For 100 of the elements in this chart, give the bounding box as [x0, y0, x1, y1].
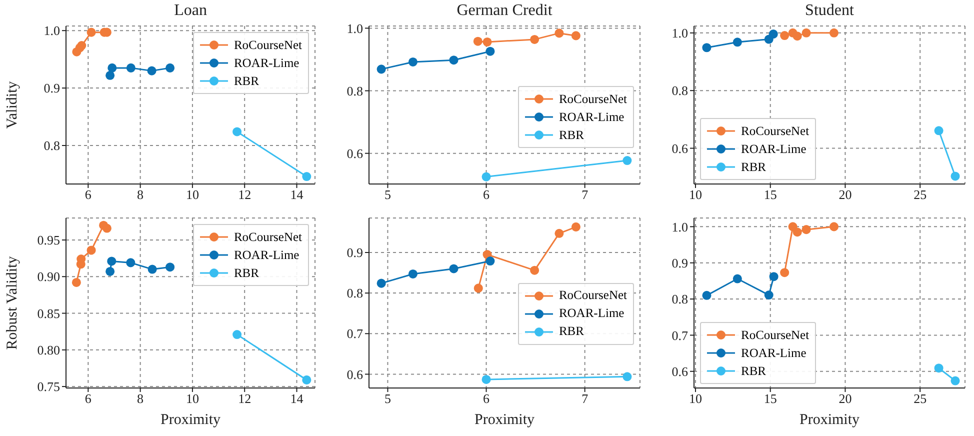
legend-label: ROAR-Lime: [558, 110, 624, 125]
x-tick-label: 15: [764, 391, 777, 406]
legend-label: RBR: [741, 364, 766, 378]
legend-label: ROAR-Lime: [234, 56, 300, 70]
point: [829, 28, 839, 38]
point: [302, 375, 312, 384]
x-tick-label: 7: [582, 187, 589, 202]
x-tick-label: 10: [688, 187, 702, 202]
y-tick-label: 0.95: [37, 232, 60, 248]
point: [780, 268, 790, 278]
point: [769, 272, 778, 282]
point: [702, 43, 712, 52]
point: [554, 228, 564, 238]
legend-label: RBR: [234, 74, 259, 88]
point: [702, 290, 712, 300]
point: [950, 172, 960, 181]
point: [934, 126, 944, 136]
point: [732, 38, 742, 47]
point: [571, 31, 580, 40]
x-tick-label: 20: [838, 391, 852, 406]
legend-label: ROAR-Lime: [234, 248, 300, 262]
point: [486, 46, 495, 56]
y-tick-label: 1.0: [672, 219, 688, 234]
point: [449, 264, 458, 274]
legend-label: RoCourseNet: [741, 328, 810, 342]
y-tick-label: 0.6: [672, 364, 688, 379]
point: [102, 224, 112, 233]
point: [732, 274, 742, 284]
point: [148, 264, 157, 274]
y-tick-label: 1.0: [346, 20, 363, 36]
y-axis-title: Validity: [4, 80, 20, 129]
x-tick-label: 5: [384, 187, 391, 202]
chart-title: Student: [804, 2, 855, 20]
y-tick-label: 0.8: [346, 83, 363, 98]
x-tick-label: 14: [290, 391, 304, 406]
y-tick-label: 0.8: [346, 286, 363, 301]
y-tick-label: 0.7: [346, 326, 364, 342]
y-axis-title: Robust Validity: [4, 256, 20, 350]
point: [408, 57, 418, 66]
point: [376, 64, 386, 74]
legend-label: RBR: [234, 266, 259, 280]
legend-label: RoCourseNet: [558, 288, 627, 304]
legend-label: RBR: [558, 128, 584, 143]
point: [106, 70, 115, 80]
y-tick-label: 0.9: [44, 80, 60, 96]
x-tick-label: 7: [582, 391, 589, 406]
point: [232, 127, 242, 136]
y-tick-label: 0.6: [672, 140, 688, 156]
point: [107, 256, 116, 266]
y-tick-label: 0.90: [37, 269, 60, 284]
x-tick-label: 5: [384, 391, 391, 406]
point: [934, 364, 944, 373]
point: [474, 284, 483, 293]
point: [530, 34, 540, 44]
point: [147, 66, 156, 76]
point: [792, 32, 802, 41]
y-tick-label: 0.6: [346, 366, 364, 382]
x-tick-label: 25: [914, 187, 927, 202]
point: [449, 56, 458, 65]
x-tick-label: 15: [764, 187, 777, 202]
point: [571, 222, 580, 232]
point: [768, 30, 778, 39]
x-tick-label: 8: [137, 391, 144, 406]
legend-label: RoCourseNet: [234, 230, 302, 244]
x-tick-label: 10: [688, 391, 702, 406]
x-tick-label: 10: [186, 391, 199, 406]
x-tick-label: 14: [290, 187, 304, 202]
y-tick-label: 0.9: [672, 255, 688, 270]
point: [530, 266, 540, 275]
point: [482, 172, 491, 182]
y-tick-label: 0.8: [672, 83, 688, 98]
point: [950, 376, 960, 386]
y-tick-label: 0.85: [37, 306, 60, 321]
y-tick-label: 0.9: [346, 245, 363, 260]
point: [126, 258, 136, 268]
point: [780, 31, 790, 40]
point: [802, 225, 811, 234]
point: [408, 269, 418, 278]
point: [622, 156, 632, 166]
y-tick-label: 0.75: [37, 379, 60, 394]
point: [86, 246, 96, 255]
x-axis-title: Proximity: [799, 412, 860, 428]
x-tick-label: 6: [84, 187, 92, 202]
point: [166, 262, 175, 272]
point: [764, 290, 774, 300]
x-axis-title: Proximity: [160, 412, 221, 428]
x-tick-label: 6: [84, 391, 92, 406]
x-tick-label: 6: [483, 391, 490, 406]
x-tick-label: 25: [914, 391, 927, 406]
y-tick-label: 0.8: [44, 138, 60, 154]
point: [302, 172, 312, 182]
point: [486, 256, 495, 266]
y-tick-label: 0.8: [672, 292, 688, 307]
legend-label: RoCourseNet: [558, 92, 627, 107]
y-tick-label: 1.0: [44, 23, 60, 38]
legend-label: ROAR-Lime: [741, 142, 806, 156]
point: [482, 37, 492, 46]
x-tick-label: 6: [483, 187, 490, 202]
x-tick-label: 12: [238, 187, 252, 202]
legend-label: ROAR-Lime: [741, 346, 806, 360]
